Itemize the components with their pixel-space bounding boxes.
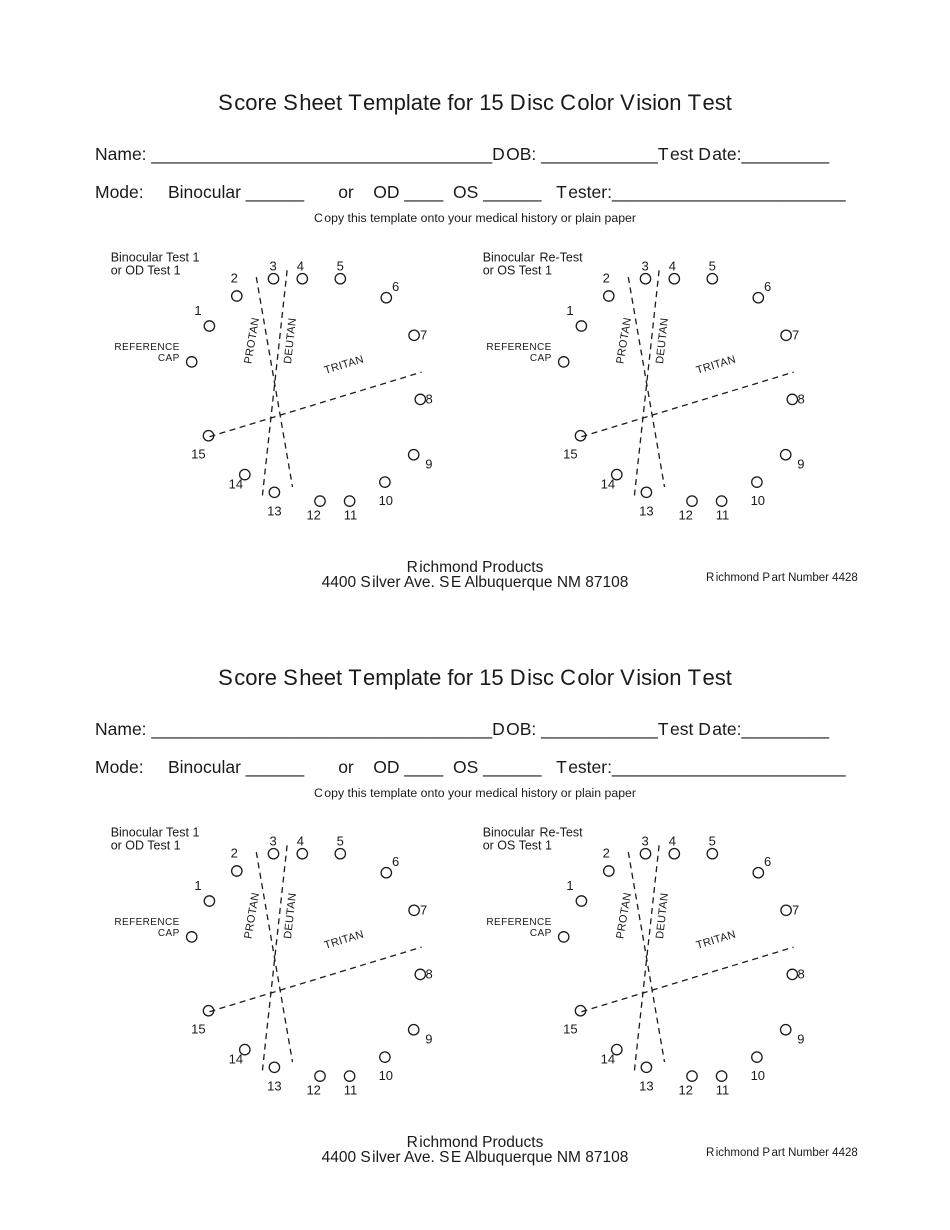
svg-text:CAP: CAP bbox=[158, 928, 180, 939]
svg-text:12: 12 bbox=[678, 507, 692, 522]
svg-text:15: 15 bbox=[191, 1022, 205, 1037]
svg-text:7: 7 bbox=[792, 902, 799, 917]
svg-text:PROTAN: PROTAN bbox=[614, 317, 634, 365]
svg-text:1: 1 bbox=[194, 878, 201, 893]
svg-text:REFERENCE: REFERENCE bbox=[114, 917, 179, 928]
svg-text:4: 4 bbox=[669, 833, 676, 848]
svg-text:14: 14 bbox=[601, 1052, 615, 1067]
svg-text:5: 5 bbox=[709, 258, 716, 273]
svg-text:10: 10 bbox=[751, 1068, 765, 1083]
svg-text:2: 2 bbox=[231, 845, 238, 860]
svg-text:PROTAN: PROTAN bbox=[242, 892, 262, 940]
svg-text:6: 6 bbox=[392, 854, 399, 869]
svg-text:or OD Test 1: or OD Test 1 bbox=[111, 263, 181, 277]
svg-text:2: 2 bbox=[603, 270, 610, 285]
svg-text:5: 5 bbox=[709, 833, 716, 848]
svg-text:2: 2 bbox=[231, 270, 238, 285]
svg-text:TRITAN: TRITAN bbox=[695, 353, 737, 376]
svg-text:14: 14 bbox=[229, 1052, 243, 1067]
svg-text:8: 8 bbox=[797, 391, 804, 406]
svg-text:REFERENCE: REFERENCE bbox=[486, 342, 551, 353]
svg-text:or OS Test 1: or OS Test 1 bbox=[483, 263, 552, 277]
svg-text:4: 4 bbox=[297, 833, 304, 848]
svg-text:PROTAN: PROTAN bbox=[614, 892, 634, 940]
svg-text:DEUTAN: DEUTAN bbox=[282, 317, 299, 364]
svg-text:11: 11 bbox=[344, 1082, 358, 1097]
svg-text:14: 14 bbox=[229, 477, 243, 492]
svg-text:2: 2 bbox=[603, 845, 610, 860]
svg-text:6: 6 bbox=[392, 279, 399, 294]
svg-text:1: 1 bbox=[566, 878, 573, 893]
svg-text:TRITAN: TRITAN bbox=[323, 928, 365, 951]
svg-text:11: 11 bbox=[716, 507, 730, 522]
svg-text:11: 11 bbox=[716, 1082, 730, 1097]
svg-text:REFERENCE: REFERENCE bbox=[114, 342, 179, 353]
svg-text:7: 7 bbox=[420, 327, 427, 342]
svg-text:13: 13 bbox=[267, 1078, 281, 1093]
svg-text:6: 6 bbox=[764, 854, 771, 869]
svg-text:12: 12 bbox=[306, 507, 320, 522]
svg-text:12: 12 bbox=[306, 1082, 320, 1097]
svg-text:TRITAN: TRITAN bbox=[323, 353, 365, 376]
svg-text:10: 10 bbox=[379, 493, 393, 508]
svg-text:3: 3 bbox=[641, 833, 648, 848]
svg-text:REFERENCE: REFERENCE bbox=[486, 917, 551, 928]
svg-text:13: 13 bbox=[639, 1078, 653, 1093]
svg-text:7: 7 bbox=[792, 327, 799, 342]
svg-text:DEUTAN: DEUTAN bbox=[654, 892, 671, 939]
svg-text:1: 1 bbox=[194, 303, 201, 318]
svg-text:or OS Test 1: or OS Test 1 bbox=[483, 838, 552, 852]
svg-text:3: 3 bbox=[269, 258, 276, 273]
svg-text:15: 15 bbox=[563, 447, 577, 462]
svg-text:13: 13 bbox=[639, 503, 653, 518]
svg-text:15: 15 bbox=[191, 447, 205, 462]
svg-text:TRITAN: TRITAN bbox=[695, 928, 737, 951]
svg-text:3: 3 bbox=[269, 833, 276, 848]
svg-text:4: 4 bbox=[297, 258, 304, 273]
svg-text:7: 7 bbox=[420, 902, 427, 917]
svg-text:12: 12 bbox=[678, 1082, 692, 1097]
svg-text:9: 9 bbox=[797, 1032, 804, 1047]
svg-text:9: 9 bbox=[797, 457, 804, 472]
svg-text:13: 13 bbox=[267, 503, 281, 518]
svg-text:11: 11 bbox=[344, 507, 358, 522]
svg-text:CAP: CAP bbox=[530, 928, 552, 939]
svg-text:CAP: CAP bbox=[530, 353, 552, 364]
svg-text:15: 15 bbox=[563, 1022, 577, 1037]
svg-text:10: 10 bbox=[751, 493, 765, 508]
svg-text:5: 5 bbox=[337, 833, 344, 848]
svg-text:CAP: CAP bbox=[158, 353, 180, 364]
svg-text:5: 5 bbox=[337, 258, 344, 273]
svg-text:6: 6 bbox=[764, 279, 771, 294]
svg-text:DEUTAN: DEUTAN bbox=[654, 317, 671, 364]
svg-text:1: 1 bbox=[566, 303, 573, 318]
svg-text:3: 3 bbox=[641, 258, 648, 273]
svg-text:10: 10 bbox=[379, 1068, 393, 1083]
svg-text:4: 4 bbox=[669, 258, 676, 273]
svg-text:DEUTAN: DEUTAN bbox=[282, 892, 299, 939]
svg-text:8: 8 bbox=[797, 966, 804, 981]
svg-text:PROTAN: PROTAN bbox=[242, 317, 262, 365]
svg-text:or OD Test 1: or OD Test 1 bbox=[111, 838, 181, 852]
svg-text:14: 14 bbox=[601, 477, 615, 492]
